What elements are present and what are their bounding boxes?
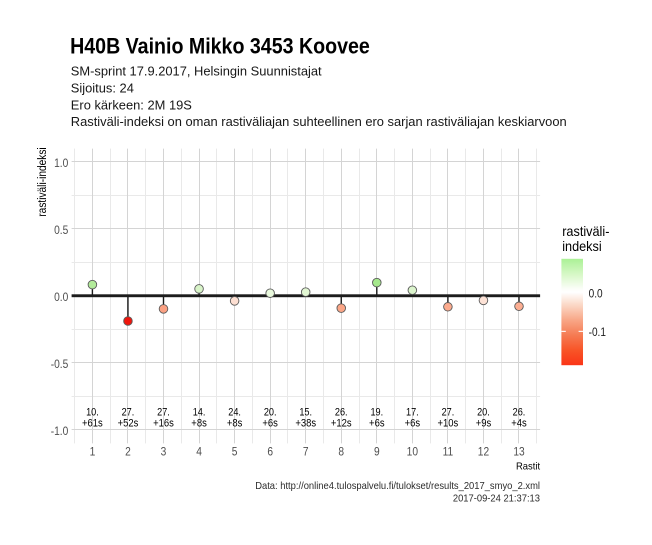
svg-text:8: 8 xyxy=(338,446,344,459)
svg-text:SM-sprint 17.9.2017, Helsingin: SM-sprint 17.9.2017, Helsingin Suunnista… xyxy=(71,63,322,78)
svg-text:+38s: +38s xyxy=(295,418,316,430)
svg-text:20.: 20. xyxy=(477,407,490,419)
svg-text:+6s: +6s xyxy=(405,418,421,430)
svg-text:+61s: +61s xyxy=(82,418,103,430)
svg-text:0.5: 0.5 xyxy=(54,224,68,237)
svg-text:17.: 17. xyxy=(406,407,419,419)
svg-text:+4s: +4s xyxy=(511,418,527,430)
svg-text:+8s: +8s xyxy=(191,418,207,430)
svg-text:11: 11 xyxy=(443,446,454,459)
svg-text:+8s: +8s xyxy=(227,418,243,430)
svg-text:1: 1 xyxy=(90,446,96,459)
svg-text:19.: 19. xyxy=(370,407,383,419)
svg-text:Data: http://online4.tulospalv: Data: http://online4.tulospalvelu.fi/tul… xyxy=(255,481,540,492)
svg-text:Ero kärkeen: 2M 19S: Ero kärkeen: 2M 19S xyxy=(71,97,192,112)
svg-text:10.: 10. xyxy=(86,407,99,419)
svg-text:-0.1: -0.1 xyxy=(589,326,606,339)
svg-text:-0.5: -0.5 xyxy=(51,358,69,371)
svg-text:20.: 20. xyxy=(264,407,277,419)
svg-text:5: 5 xyxy=(232,446,238,459)
svg-text:4: 4 xyxy=(196,446,202,459)
svg-text:0.0: 0.0 xyxy=(54,291,68,304)
svg-text:27.: 27. xyxy=(442,407,455,419)
svg-text:15.: 15. xyxy=(299,407,312,419)
svg-text:27.: 27. xyxy=(122,407,135,419)
svg-text:rastiväli-indeksi: rastiväli-indeksi xyxy=(36,147,49,216)
svg-text:-1.0: -1.0 xyxy=(51,425,69,438)
svg-text:12: 12 xyxy=(478,446,489,459)
svg-text:Rastiväli-indeksi on oman rast: Rastiväli-indeksi on oman rastiväliajan … xyxy=(71,114,567,129)
svg-text:24.: 24. xyxy=(228,407,241,419)
svg-text:+10s: +10s xyxy=(438,418,459,430)
svg-text:7: 7 xyxy=(303,446,309,459)
svg-text:indeksi: indeksi xyxy=(562,238,602,253)
svg-text:+52s: +52s xyxy=(118,418,139,430)
svg-text:+16s: +16s xyxy=(153,418,174,430)
svg-text:14.: 14. xyxy=(193,407,206,419)
svg-text:3: 3 xyxy=(161,446,167,459)
svg-text:Rastit: Rastit xyxy=(516,461,540,473)
svg-text:2017-09-24 21:37:13: 2017-09-24 21:37:13 xyxy=(453,493,540,504)
svg-text:0.0: 0.0 xyxy=(589,288,603,301)
svg-text:27.: 27. xyxy=(157,407,170,419)
svg-text:+12s: +12s xyxy=(331,418,352,430)
svg-text:Sijoitus: 24: Sijoitus: 24 xyxy=(71,81,134,96)
svg-text:H40B Vainio Mikko 3453 Koovee: H40B Vainio Mikko 3453 Koovee xyxy=(70,35,370,59)
svg-text:2: 2 xyxy=(125,446,131,459)
svg-text:9: 9 xyxy=(374,446,380,459)
svg-text:+6s: +6s xyxy=(369,418,385,430)
svg-text:+6s: +6s xyxy=(262,418,278,430)
svg-text:6: 6 xyxy=(267,446,273,459)
svg-text:26.: 26. xyxy=(513,407,526,419)
svg-text:26.: 26. xyxy=(335,407,348,419)
svg-text:10: 10 xyxy=(407,446,418,459)
svg-text:1.0: 1.0 xyxy=(54,157,68,170)
svg-text:13: 13 xyxy=(513,446,524,459)
svg-text:rastiväli-: rastiväli- xyxy=(562,224,609,239)
svg-text:+9s: +9s xyxy=(476,418,492,430)
